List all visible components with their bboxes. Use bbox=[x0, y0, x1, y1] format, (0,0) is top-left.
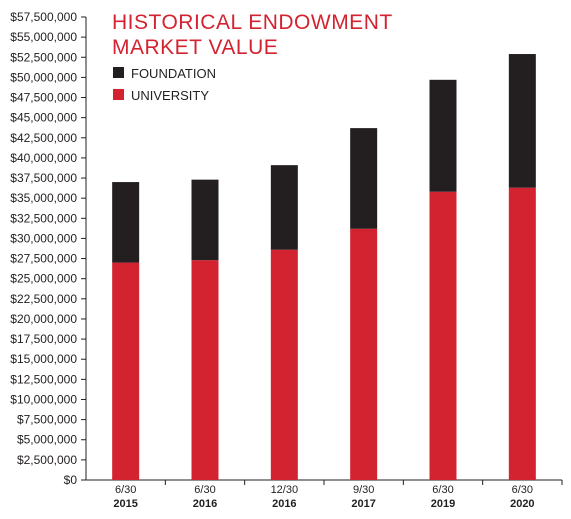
y-tick-label: $2,500,000 bbox=[17, 453, 77, 467]
bar-university bbox=[112, 262, 140, 480]
bar-university bbox=[429, 191, 457, 480]
y-tick-label: $10,000,000 bbox=[10, 392, 77, 406]
x-tick-label-date: 6/30 bbox=[432, 484, 453, 496]
bar-university bbox=[270, 249, 298, 480]
y-tick-label: $50,000,000 bbox=[10, 70, 77, 84]
x-tick-label-date: 6/30 bbox=[194, 484, 215, 496]
y-tick-label: $0 bbox=[64, 473, 78, 487]
x-tick-label-year: 2015 bbox=[113, 498, 137, 510]
bar-university bbox=[508, 187, 536, 480]
y-tick-label: $35,000,000 bbox=[10, 191, 77, 205]
y-tick-label: $55,000,000 bbox=[10, 30, 77, 44]
y-tick-label: $47,500,000 bbox=[10, 91, 77, 105]
y-tick-label: $5,000,000 bbox=[17, 433, 77, 447]
bar-university bbox=[191, 260, 219, 480]
y-tick-label: $32,500,000 bbox=[10, 211, 77, 225]
legend-label-foundation: FOUNDATION bbox=[131, 66, 216, 81]
bar-foundation bbox=[270, 165, 298, 250]
legend-swatch-foundation bbox=[113, 67, 124, 78]
legend-label-university: UNIVERSITY bbox=[131, 88, 209, 103]
x-tick-label-year: 2016 bbox=[193, 498, 217, 510]
y-tick-label: $57,500,000 bbox=[10, 10, 77, 24]
y-tick-label: $22,500,000 bbox=[10, 292, 77, 306]
x-tick-label-year: 2016 bbox=[272, 498, 296, 510]
bar-foundation bbox=[508, 54, 536, 188]
y-tick-label: $20,000,000 bbox=[10, 312, 77, 326]
y-tick-label: $27,500,000 bbox=[10, 252, 77, 266]
x-tick-label-date: 6/30 bbox=[512, 484, 533, 496]
bar-university bbox=[350, 228, 378, 480]
y-tick-label: $40,000,000 bbox=[10, 151, 77, 165]
x-tick-label-date: 6/30 bbox=[115, 484, 136, 496]
y-tick-label: $45,000,000 bbox=[10, 111, 77, 125]
y-tick-label: $42,500,000 bbox=[10, 131, 77, 145]
bars-layer bbox=[112, 54, 536, 480]
legend-swatch-university bbox=[113, 89, 124, 100]
bar-foundation bbox=[191, 179, 219, 261]
y-tick-label: $52,500,000 bbox=[10, 50, 77, 64]
x-tick-label-date: 9/30 bbox=[353, 484, 374, 496]
x-tick-label-year: 2020 bbox=[510, 498, 534, 510]
y-tick-label: $12,500,000 bbox=[10, 372, 77, 386]
y-tick-label: $25,000,000 bbox=[10, 272, 77, 286]
y-tick-label: $37,500,000 bbox=[10, 171, 77, 185]
y-tick-label: $15,000,000 bbox=[10, 352, 77, 366]
y-tick-label: $7,500,000 bbox=[17, 413, 77, 427]
x-tick-label-date: 12/30 bbox=[271, 484, 299, 496]
y-tick-label: $30,000,000 bbox=[10, 231, 77, 245]
x-tick-label-year: 2017 bbox=[351, 498, 375, 510]
axis-layer bbox=[81, 16, 563, 485]
chart-title-line-2: MARKET VALUE bbox=[112, 36, 278, 59]
labels-layer: $57,500,000 $55,000,000 $52,500,000 $50,000… bbox=[10, 10, 534, 510]
legend: FOUNDATION UNIVERSITY bbox=[113, 66, 216, 103]
bar-foundation bbox=[112, 182, 140, 263]
bar-foundation bbox=[350, 128, 378, 229]
chart-title-line-1: HISTORICAL ENDOWMENT bbox=[112, 11, 393, 34]
bar-foundation bbox=[429, 79, 457, 192]
x-tick-label-year: 2019 bbox=[431, 498, 455, 510]
y-tick-label: $17,500,000 bbox=[10, 332, 77, 346]
